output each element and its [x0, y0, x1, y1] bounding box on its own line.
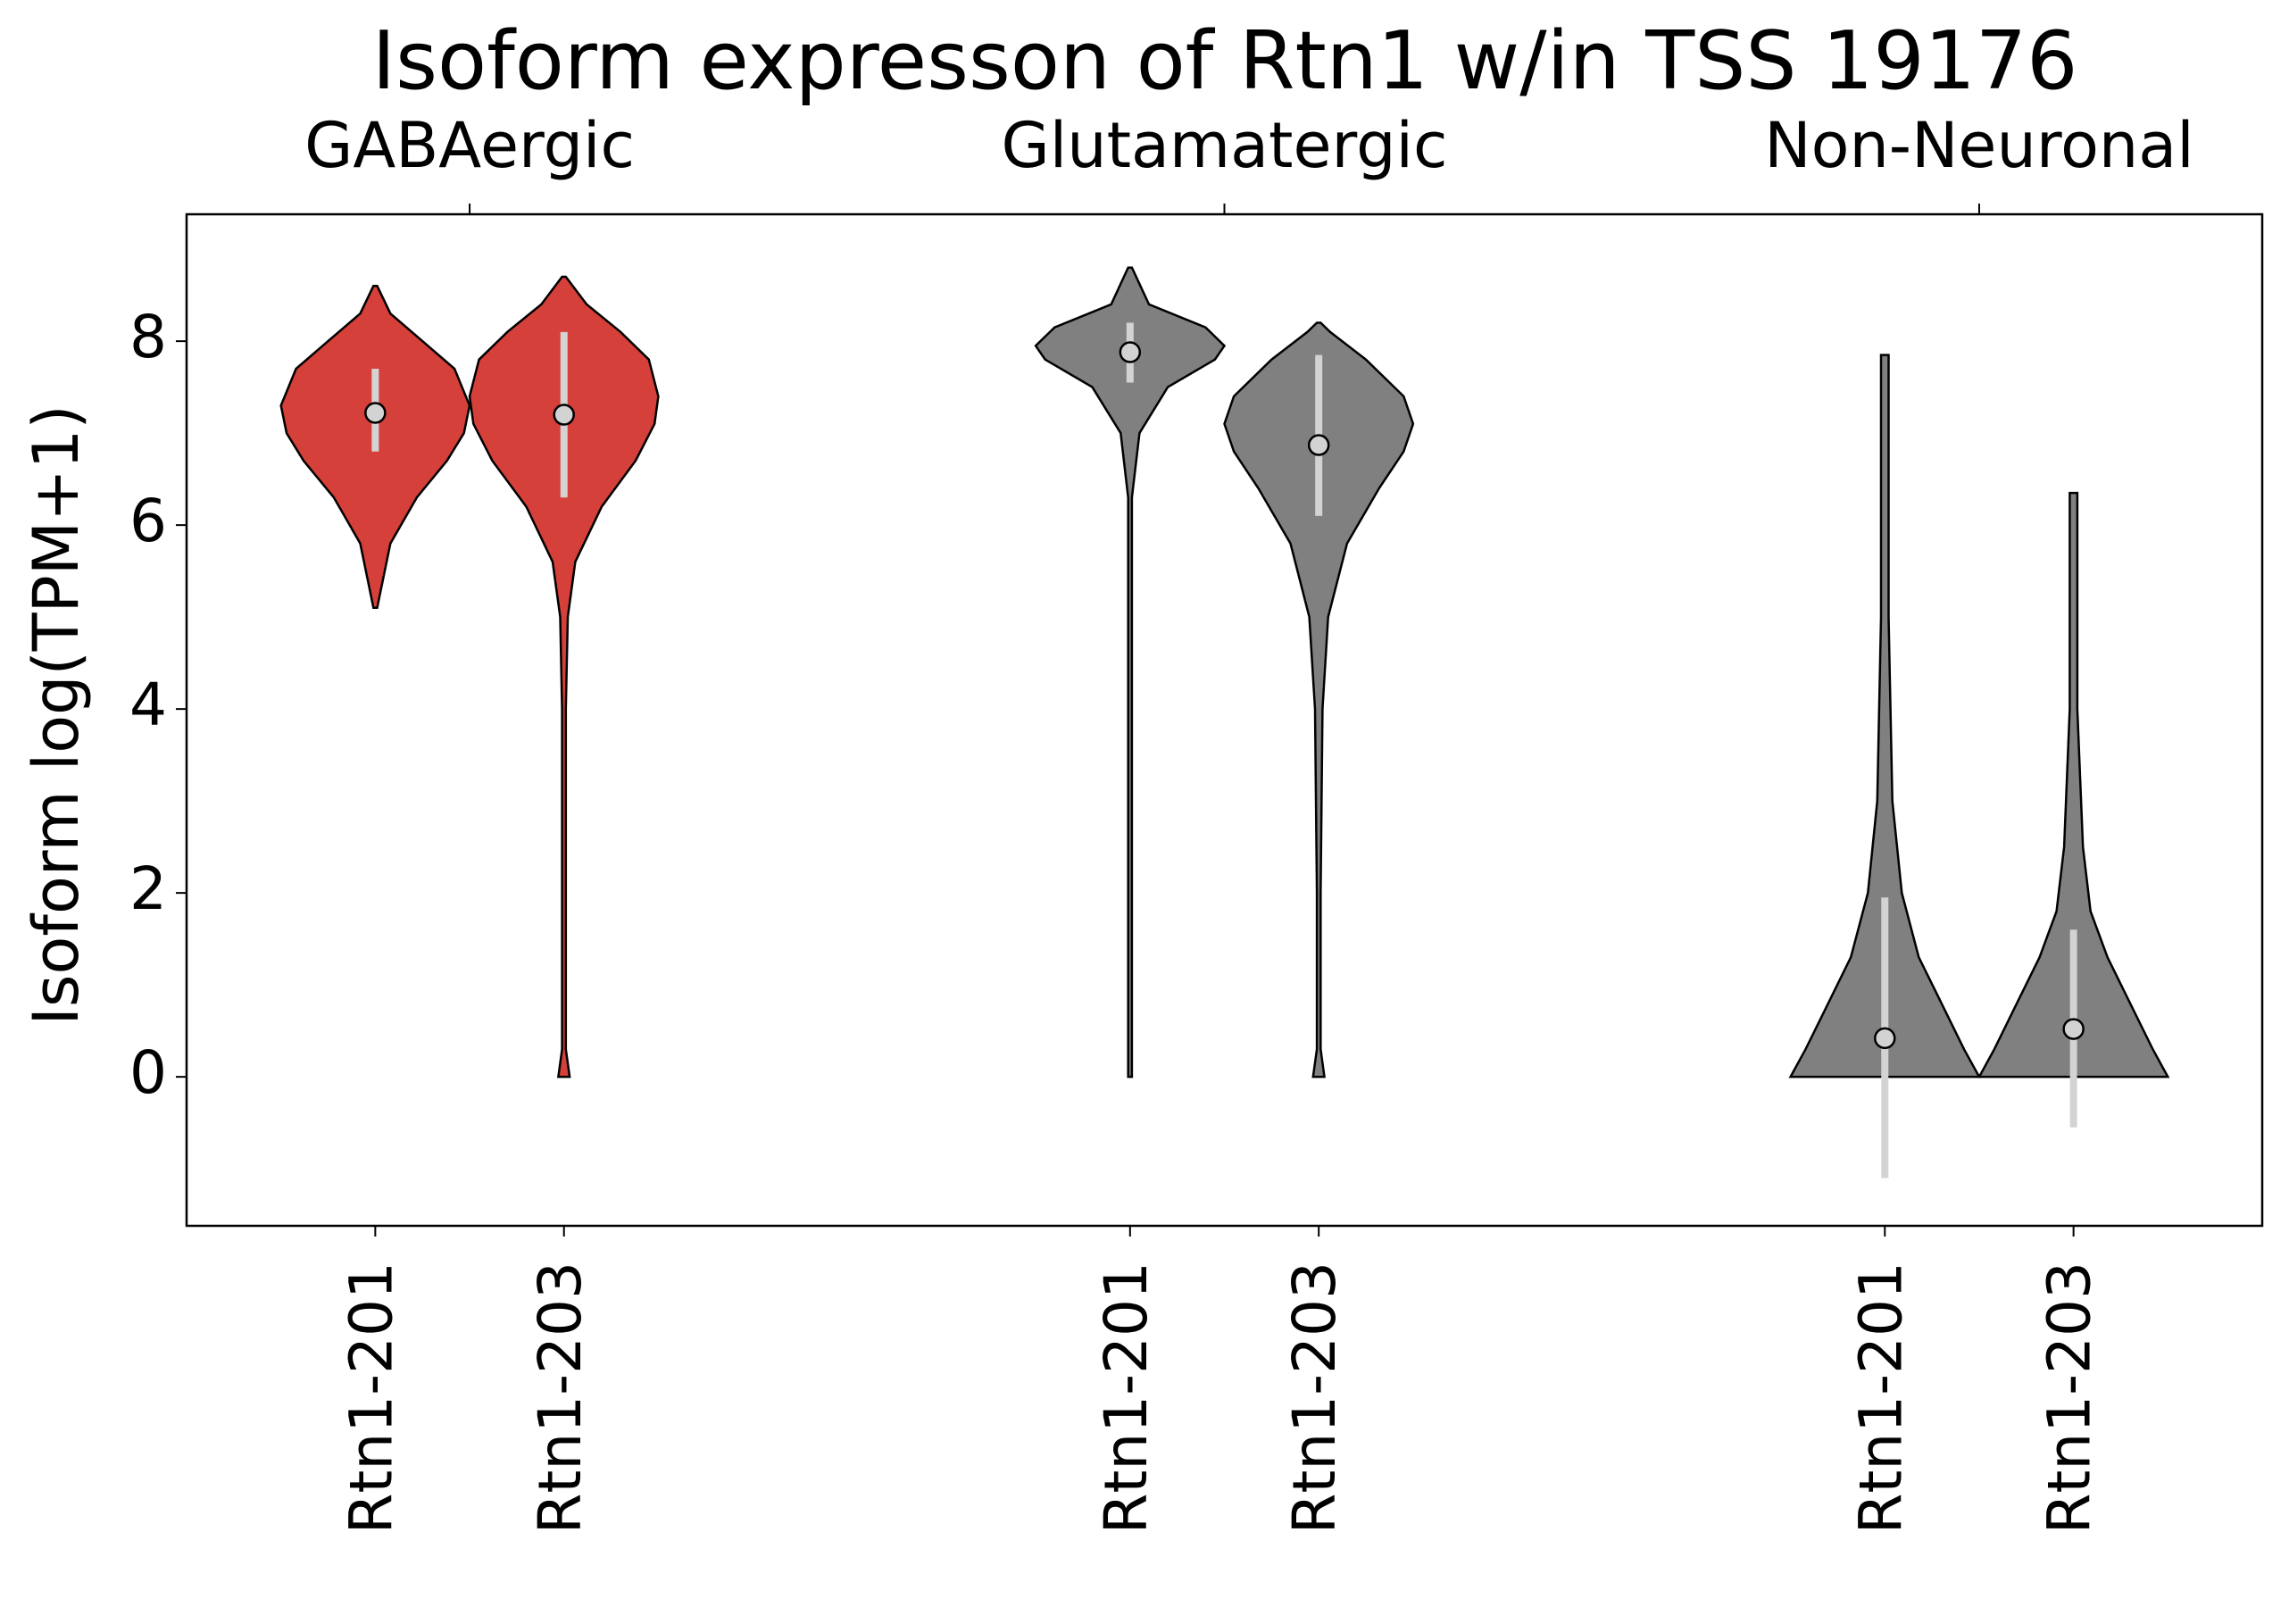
violin-group — [468, 275, 660, 1079]
violin — [1034, 266, 1227, 1079]
x-tick-label: Rtn1-201 — [1092, 1262, 1161, 1534]
y-tick-label: 6 — [129, 487, 167, 555]
median — [1119, 341, 1142, 363]
violin-group — [1223, 321, 1415, 1079]
violin-group — [1034, 266, 1227, 1079]
group-label: GABAergic — [304, 109, 635, 182]
x-tick-label: Rtn1-201 — [1846, 1262, 1915, 1534]
x-tick-label: Rtn1-203 — [1280, 1262, 1349, 1534]
plot-frame — [185, 212, 2264, 1228]
median — [2062, 1018, 2085, 1040]
y-tick-label: 8 — [129, 303, 167, 371]
violin — [1223, 321, 1415, 1079]
x-tick-label: Rtn1-203 — [2035, 1262, 2104, 1534]
violin-group — [1788, 354, 1982, 1178]
group-label: Glutamatergic — [1002, 109, 1448, 182]
violin — [468, 275, 660, 1079]
y-axis-label: Isoform log(TPM+1) — [20, 404, 93, 1025]
violin-group — [279, 285, 471, 610]
median — [553, 404, 575, 426]
y-tick-label: 4 — [129, 670, 167, 739]
x-tick-label: Rtn1-203 — [526, 1262, 595, 1534]
x-tick-label: Rtn1-201 — [337, 1262, 405, 1534]
median — [1307, 434, 1330, 456]
y-tick-label: 2 — [129, 854, 167, 923]
violin — [1977, 491, 2170, 1079]
median — [364, 402, 387, 424]
chart-title: Isoform expresson of Rtn1 w/in TSS 19176 — [372, 14, 2078, 108]
violin — [1788, 354, 1982, 1079]
violin-group — [1977, 491, 2170, 1128]
group-label: Non-Neuronal — [1764, 109, 2193, 182]
median — [1874, 1027, 1896, 1050]
y-tick-label: 0 — [129, 1038, 167, 1107]
